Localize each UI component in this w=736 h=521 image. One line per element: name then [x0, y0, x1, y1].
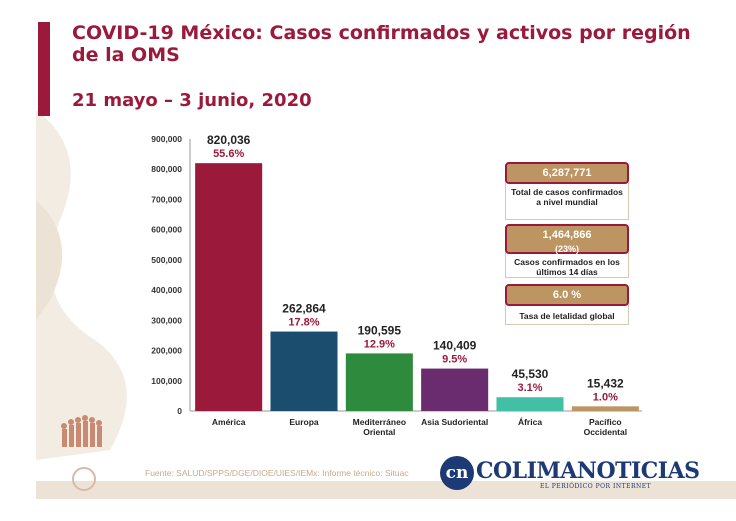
y-tick-label: 0: [177, 406, 182, 416]
bar-percent-label: 9.5%: [442, 354, 467, 366]
stat-total-label: Total de casos confirmados a nivel mundi…: [511, 187, 623, 207]
y-tick-label: 200,000: [151, 346, 182, 356]
x-tick-label: Occidental: [584, 427, 627, 437]
title-accent-bar: [38, 22, 50, 116]
logo-tagline: EL PERIÓDICO POR INTERNET: [540, 483, 652, 490]
x-tick-label: América: [212, 417, 246, 427]
stat-lethality-value: 6.0 %: [505, 284, 629, 306]
bar-percent-label: 3.1%: [517, 382, 542, 394]
stat-total-value: 6,287,771: [505, 162, 629, 184]
x-tick-label: Asia Sudoriental: [421, 417, 488, 427]
x-tick-label: África: [518, 417, 542, 427]
y-tick-label: 600,000: [151, 225, 182, 235]
x-tick-label: Oriental: [363, 427, 395, 437]
stat-recent-pill: 1,464,866 (23%): [505, 224, 629, 254]
bar-1: [270, 331, 338, 411]
stat-recent-pct: (23%): [554, 244, 579, 254]
bar-percent-label: 55.6%: [213, 148, 244, 160]
y-tick-label: 400,000: [151, 285, 182, 295]
bar-value-label: 45,530: [512, 367, 549, 381]
colimanoticias-logo: cn COLIMANOTICIAS EL PERIÓDICO POR INTER…: [440, 456, 700, 496]
bar-value-label: 15,432: [587, 376, 624, 390]
stat-recent-label: Casos confirmados en los últimos 14 días: [514, 257, 620, 277]
footer-band: [36, 481, 736, 499]
bar-5: [571, 406, 639, 411]
bar-percent-label: 17.8%: [288, 317, 319, 329]
stat-lethality-label: Tasa de letalidad global: [519, 311, 615, 321]
logo-name: COLIMANOTICIAS: [476, 458, 700, 484]
bar-value-label: 262,864: [282, 302, 326, 316]
bar-2: [345, 353, 413, 411]
bar-4: [496, 397, 564, 411]
logo-circle-icon: cn: [440, 456, 474, 490]
source-note: Fuente: SALUD/SPPS/DGE/DIOE/UIES/IEMx: I…: [145, 468, 409, 478]
y-tick-label: 300,000: [151, 315, 182, 325]
government-emblem-icon: [61, 415, 102, 491]
x-tick-label: Europa: [289, 417, 319, 427]
y-tick-label: 800,000: [151, 164, 182, 174]
x-tick-label: Mediterráneo: [353, 417, 406, 427]
bar-percent-label: 1.0%: [593, 391, 618, 403]
bar-value-label: 140,409: [433, 339, 477, 353]
page-subtitle: 21 mayo – 3 junio, 2020: [72, 90, 312, 111]
x-tick-label: Pacífico: [589, 417, 622, 427]
bar-0: [195, 163, 263, 411]
bar-value-label: 190,595: [358, 323, 402, 337]
y-tick-label: 100,000: [151, 376, 182, 386]
stat-recent-value: 1,464,866: [542, 229, 592, 241]
y-tick-label: 500,000: [151, 255, 182, 265]
y-tick-label: 900,000: [151, 134, 182, 144]
bar-percent-label: 12.9%: [364, 338, 395, 350]
page-title: COVID-19 México: Casos confirmados y act…: [72, 22, 691, 66]
bar-value-label: 820,036: [207, 133, 251, 147]
bar-3: [421, 368, 489, 411]
y-tick-label: 700,000: [151, 194, 182, 204]
